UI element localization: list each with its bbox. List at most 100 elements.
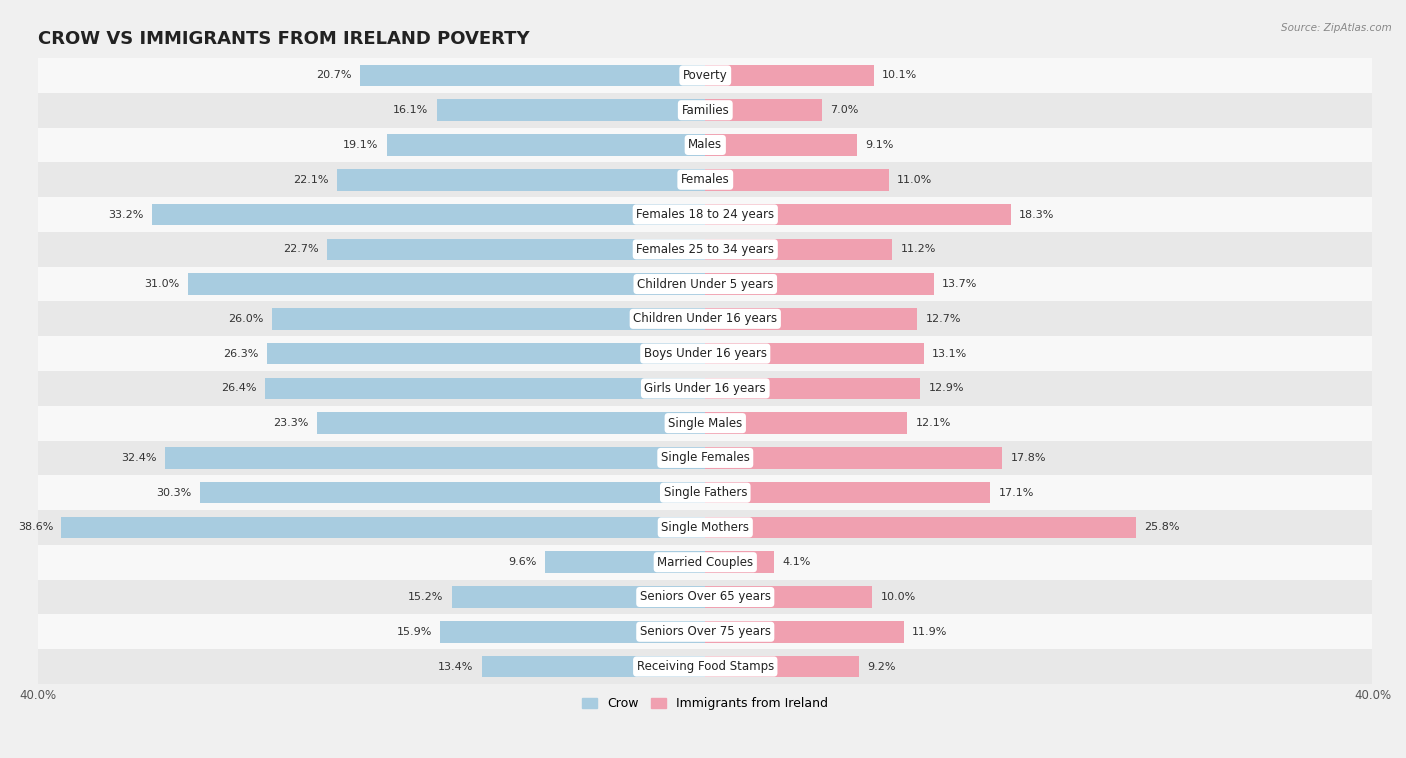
Text: CROW VS IMMIGRANTS FROM IRELAND POVERTY: CROW VS IMMIGRANTS FROM IRELAND POVERTY: [38, 30, 530, 49]
Legend: Crow, Immigrants from Ireland: Crow, Immigrants from Ireland: [578, 692, 834, 716]
Text: Source: ZipAtlas.com: Source: ZipAtlas.com: [1281, 23, 1392, 33]
Bar: [38, 475, 1372, 510]
Bar: [482, 656, 706, 678]
Text: 12.7%: 12.7%: [925, 314, 960, 324]
Bar: [451, 586, 706, 608]
Text: Poverty: Poverty: [683, 69, 728, 82]
Bar: [326, 239, 706, 260]
Bar: [440, 621, 706, 643]
Bar: [706, 412, 907, 434]
Bar: [706, 586, 872, 608]
Bar: [38, 267, 1372, 302]
Text: 11.2%: 11.2%: [900, 244, 936, 254]
Bar: [165, 447, 706, 468]
Bar: [706, 551, 773, 573]
Text: 33.2%: 33.2%: [108, 209, 143, 220]
Text: 19.1%: 19.1%: [343, 140, 378, 150]
Bar: [706, 517, 1136, 538]
Text: Single Males: Single Males: [668, 417, 742, 430]
Text: 22.1%: 22.1%: [292, 175, 329, 185]
Text: 17.8%: 17.8%: [1011, 453, 1046, 463]
Text: Families: Families: [682, 104, 730, 117]
Text: 31.0%: 31.0%: [145, 279, 180, 289]
Bar: [706, 99, 823, 121]
Bar: [188, 274, 706, 295]
Bar: [38, 197, 1372, 232]
Bar: [316, 412, 706, 434]
Text: 30.3%: 30.3%: [156, 487, 191, 498]
Text: 13.7%: 13.7%: [942, 279, 977, 289]
Bar: [706, 343, 924, 365]
Bar: [38, 406, 1372, 440]
Text: 9.6%: 9.6%: [509, 557, 537, 567]
Bar: [360, 64, 706, 86]
Bar: [38, 510, 1372, 545]
Text: 12.9%: 12.9%: [929, 384, 965, 393]
Bar: [38, 127, 1372, 162]
Bar: [38, 92, 1372, 127]
Text: 25.8%: 25.8%: [1144, 522, 1180, 532]
Bar: [38, 162, 1372, 197]
Bar: [706, 134, 858, 155]
Text: Seniors Over 65 years: Seniors Over 65 years: [640, 590, 770, 603]
Text: 20.7%: 20.7%: [316, 70, 352, 80]
Bar: [38, 58, 1372, 92]
Text: 7.0%: 7.0%: [831, 105, 859, 115]
Text: 11.9%: 11.9%: [912, 627, 948, 637]
Text: Seniors Over 75 years: Seniors Over 75 years: [640, 625, 770, 638]
Text: Children Under 16 years: Children Under 16 years: [633, 312, 778, 325]
Bar: [38, 440, 1372, 475]
Bar: [38, 545, 1372, 580]
Bar: [38, 615, 1372, 649]
Bar: [706, 308, 917, 330]
Text: 32.4%: 32.4%: [121, 453, 156, 463]
Text: 13.1%: 13.1%: [932, 349, 967, 359]
Bar: [38, 337, 1372, 371]
Bar: [706, 169, 889, 190]
Text: 13.4%: 13.4%: [439, 662, 474, 672]
Bar: [706, 377, 921, 399]
Bar: [546, 551, 706, 573]
Text: Females 25 to 34 years: Females 25 to 34 years: [637, 243, 775, 255]
Text: 16.1%: 16.1%: [394, 105, 429, 115]
Text: 10.0%: 10.0%: [880, 592, 915, 602]
Text: 26.0%: 26.0%: [228, 314, 263, 324]
Bar: [38, 232, 1372, 267]
Text: Receiving Food Stamps: Receiving Food Stamps: [637, 660, 773, 673]
Text: Girls Under 16 years: Girls Under 16 years: [644, 382, 766, 395]
Text: 17.1%: 17.1%: [998, 487, 1035, 498]
Bar: [152, 204, 706, 225]
Text: 18.3%: 18.3%: [1019, 209, 1054, 220]
Bar: [706, 204, 1011, 225]
Bar: [706, 447, 1002, 468]
Text: Females 18 to 24 years: Females 18 to 24 years: [636, 208, 775, 221]
Bar: [706, 656, 859, 678]
Bar: [264, 377, 706, 399]
Text: 22.7%: 22.7%: [283, 244, 318, 254]
Bar: [706, 64, 873, 86]
Bar: [387, 134, 706, 155]
Text: Single Mothers: Single Mothers: [661, 521, 749, 534]
Bar: [62, 517, 706, 538]
Bar: [336, 169, 706, 190]
Text: 10.1%: 10.1%: [882, 70, 917, 80]
Text: Females: Females: [681, 174, 730, 186]
Bar: [38, 371, 1372, 406]
Bar: [267, 343, 706, 365]
Bar: [437, 99, 706, 121]
Text: 38.6%: 38.6%: [18, 522, 53, 532]
Text: 15.2%: 15.2%: [408, 592, 443, 602]
Text: Single Females: Single Females: [661, 452, 749, 465]
Bar: [706, 274, 934, 295]
Text: Children Under 5 years: Children Under 5 years: [637, 277, 773, 290]
Text: 26.4%: 26.4%: [221, 384, 257, 393]
Bar: [706, 239, 891, 260]
Text: 15.9%: 15.9%: [396, 627, 432, 637]
Text: 12.1%: 12.1%: [915, 418, 950, 428]
Text: 11.0%: 11.0%: [897, 175, 932, 185]
Text: Married Couples: Married Couples: [657, 556, 754, 568]
Bar: [38, 302, 1372, 337]
Bar: [706, 482, 990, 503]
Bar: [38, 649, 1372, 684]
Bar: [271, 308, 706, 330]
